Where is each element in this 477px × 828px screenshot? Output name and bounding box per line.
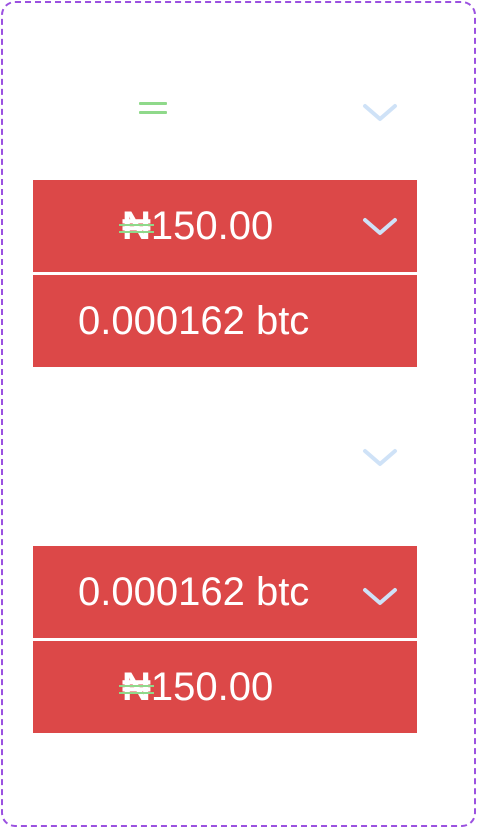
naira-result-row: ₦ 150.00 (33, 641, 417, 733)
btc-amount-row[interactable]: 0.000162 btc (33, 546, 417, 638)
chevron-down-icon[interactable] (362, 102, 398, 124)
converter-panel-top: ₦ 150.00 0.000162 btc (33, 180, 417, 367)
naira-symbol: ₦ (119, 665, 154, 710)
currency-amount-row[interactable]: ₦ 150.00 (33, 180, 417, 272)
btc-result-value: 0.000162 btc (78, 298, 310, 343)
equals-icon (139, 102, 167, 114)
chevron-down-icon[interactable] (362, 216, 398, 238)
result-row: 0.000162 btc (33, 275, 417, 367)
divider (33, 272, 417, 275)
chevron-down-icon[interactable] (362, 447, 398, 469)
converter-panel-bottom: 0.000162 btc ₦ 150.00 (33, 546, 417, 733)
amount-value: 150.00 (150, 203, 274, 248)
naira-symbol: ₦ (119, 204, 154, 249)
chevron-down-icon[interactable] (362, 586, 398, 608)
divider (33, 638, 417, 641)
naira-result-value: 150.00 (150, 664, 274, 709)
btc-source-value: 0.000162 btc (78, 569, 310, 614)
